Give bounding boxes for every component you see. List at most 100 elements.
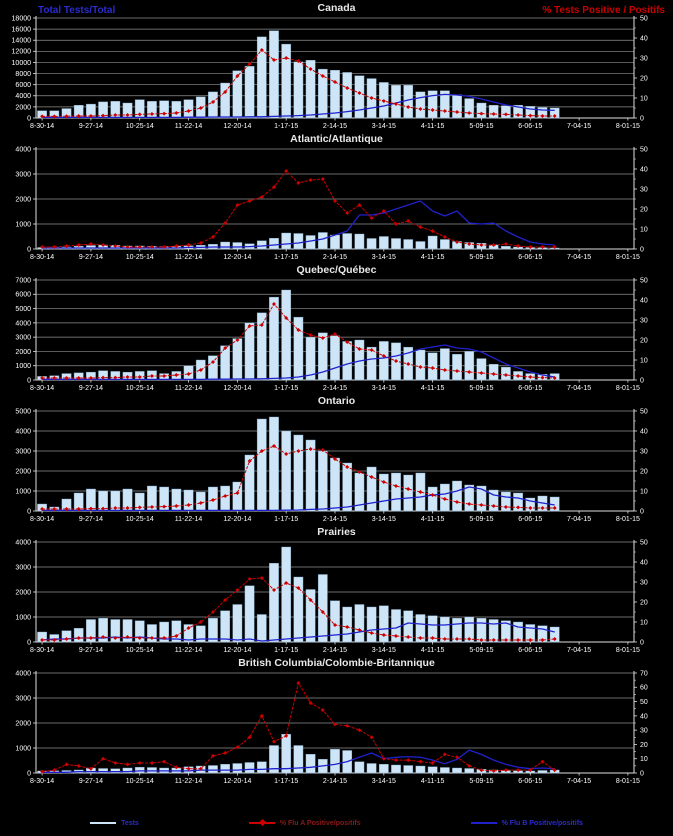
svg-text:50: 50 bbox=[640, 277, 648, 284]
svg-text:8-30-14: 8-30-14 bbox=[30, 385, 54, 392]
svg-text:3-14-15: 3-14-15 bbox=[372, 647, 396, 654]
legend-label-flu-b: % Flu B Positive/positifs bbox=[501, 819, 583, 827]
tests-bar-swatch-icon bbox=[90, 822, 117, 824]
svg-text:11-22-14: 11-22-14 bbox=[175, 385, 203, 392]
svg-text:20: 20 bbox=[640, 599, 648, 606]
svg-text:10: 10 bbox=[640, 226, 648, 233]
panel-title-atlantic: Atlantic/Atlantique bbox=[290, 133, 383, 145]
panel-title-quebec: Quebec/Québec bbox=[296, 264, 377, 276]
svg-text:12-20-14: 12-20-14 bbox=[223, 778, 251, 785]
svg-text:8000: 8000 bbox=[15, 71, 31, 78]
svg-text:0: 0 bbox=[640, 770, 644, 777]
svg-text:20: 20 bbox=[640, 75, 648, 82]
panel-atlantic: Atlantic/Atlantique 0 1000 2000 3000 4000 0 10… bbox=[0, 133, 673, 264]
svg-text:3-14-15: 3-14-15 bbox=[372, 123, 396, 130]
svg-text:4000: 4000 bbox=[15, 93, 31, 100]
svg-text:60: 60 bbox=[640, 685, 648, 692]
svg-text:7-04-15: 7-04-15 bbox=[567, 385, 591, 392]
legend-label-tests: Tests bbox=[121, 819, 139, 827]
svg-text:10: 10 bbox=[640, 357, 648, 364]
svg-text:10-25-14: 10-25-14 bbox=[126, 778, 154, 785]
svg-text:3-14-15: 3-14-15 bbox=[372, 516, 396, 523]
svg-text:2-14-15: 2-14-15 bbox=[323, 516, 347, 523]
svg-text:11-22-14: 11-22-14 bbox=[175, 123, 203, 130]
svg-text:2000: 2000 bbox=[15, 104, 31, 111]
svg-text:40: 40 bbox=[640, 713, 648, 720]
svg-text:2000: 2000 bbox=[15, 720, 31, 727]
svg-text:10-25-14: 10-25-14 bbox=[126, 516, 154, 523]
svg-text:4000: 4000 bbox=[15, 320, 31, 327]
svg-text:20: 20 bbox=[640, 337, 648, 344]
left-axis-series-label: Total Tests/Total bbox=[38, 5, 116, 16]
svg-text:5-09-15: 5-09-15 bbox=[469, 385, 493, 392]
svg-text:2-14-15: 2-14-15 bbox=[323, 123, 347, 130]
svg-text:2000: 2000 bbox=[15, 589, 31, 596]
panel-ontario: Ontario 0 1000 2000 3000 4000 5000 0 10 20 30 40 50… bbox=[0, 395, 673, 526]
flu-a-line-swatch-icon bbox=[248, 818, 275, 827]
svg-text:40: 40 bbox=[640, 35, 648, 42]
svg-text:50: 50 bbox=[640, 408, 648, 415]
svg-text:1000: 1000 bbox=[15, 488, 31, 495]
plot-prairies: 0 1000 2000 3000 4000 0 10 20 30 40 50 8-30-14 9-27-… bbox=[15, 539, 648, 654]
svg-text:5-09-15: 5-09-15 bbox=[469, 647, 493, 654]
svg-text:3-14-15: 3-14-15 bbox=[372, 778, 396, 785]
svg-text:30: 30 bbox=[640, 186, 648, 193]
svg-text:6-06-15: 6-06-15 bbox=[518, 516, 542, 523]
svg-text:5-09-15: 5-09-15 bbox=[469, 254, 493, 261]
svg-text:9-27-14: 9-27-14 bbox=[79, 254, 103, 261]
plot-ontario: 0 1000 2000 3000 4000 5000 0 10 20 30 40 50 8-30-14 9… bbox=[15, 408, 648, 523]
svg-text:8-01-15: 8-01-15 bbox=[616, 254, 640, 261]
panel-title-canada: Canada bbox=[317, 2, 356, 14]
svg-text:6-06-15: 6-06-15 bbox=[518, 254, 542, 261]
svg-text:0: 0 bbox=[640, 639, 644, 646]
svg-text:7-04-15: 7-04-15 bbox=[567, 123, 591, 130]
panel-british-columbia: British Columbia/Colombie-Britannique 0 1… bbox=[0, 657, 673, 788]
svg-text:1-17-15: 1-17-15 bbox=[274, 123, 298, 130]
svg-text:0: 0 bbox=[640, 246, 644, 253]
svg-text:4-11-15: 4-11-15 bbox=[421, 254, 445, 261]
svg-text:11-22-14: 11-22-14 bbox=[175, 516, 203, 523]
svg-text:7-04-15: 7-04-15 bbox=[567, 254, 591, 261]
svg-text:10-25-14: 10-25-14 bbox=[126, 385, 154, 392]
svg-text:7-04-15: 7-04-15 bbox=[567, 516, 591, 523]
plot-canada: 0 2000 4000 6000 8000 10000 12000 14000 16000 180… bbox=[12, 15, 648, 130]
svg-text:2-14-15: 2-14-15 bbox=[323, 647, 347, 654]
svg-text:30: 30 bbox=[640, 728, 648, 735]
svg-text:30: 30 bbox=[640, 579, 648, 586]
svg-text:3000: 3000 bbox=[15, 695, 31, 702]
panel-prairies: Prairies 0 1000 2000 3000 4000 0 10 20 30 40 50 8-3… bbox=[0, 526, 673, 657]
svg-text:10: 10 bbox=[640, 488, 648, 495]
panel-title-prairies: Prairies bbox=[317, 526, 356, 538]
svg-text:10: 10 bbox=[640, 95, 648, 102]
svg-text:30: 30 bbox=[640, 317, 648, 324]
svg-text:5000: 5000 bbox=[15, 408, 31, 415]
svg-text:1000: 1000 bbox=[15, 363, 31, 370]
svg-text:8-30-14: 8-30-14 bbox=[30, 778, 54, 785]
svg-text:4-11-15: 4-11-15 bbox=[421, 385, 445, 392]
svg-text:50: 50 bbox=[640, 539, 648, 546]
svg-text:4-11-15: 4-11-15 bbox=[421, 123, 445, 130]
svg-text:20: 20 bbox=[640, 206, 648, 213]
svg-text:6-06-15: 6-06-15 bbox=[518, 385, 542, 392]
svg-text:9-27-14: 9-27-14 bbox=[79, 385, 103, 392]
svg-text:3000: 3000 bbox=[15, 448, 31, 455]
plot-british-columbia: 0 1000 2000 3000 4000 0 10 20 30 40 50 60 70 8-30-14 9… bbox=[15, 670, 648, 785]
svg-text:1-17-15: 1-17-15 bbox=[274, 385, 298, 392]
svg-text:5-09-15: 5-09-15 bbox=[469, 516, 493, 523]
svg-text:50: 50 bbox=[640, 146, 648, 153]
flu-b-line-swatch-icon bbox=[470, 822, 497, 824]
svg-text:0: 0 bbox=[640, 115, 644, 122]
svg-text:1-17-15: 1-17-15 bbox=[274, 778, 298, 785]
panel-title-british-columbia: British Columbia/Colombie-Britannique bbox=[238, 657, 435, 669]
svg-text:10: 10 bbox=[640, 756, 648, 763]
svg-text:6-06-15: 6-06-15 bbox=[518, 647, 542, 654]
svg-text:70: 70 bbox=[640, 670, 648, 677]
panel-canada: Canada 0 2000 4000 6000 8000 10000 12000 14000 1… bbox=[0, 2, 673, 133]
svg-text:16000: 16000 bbox=[12, 27, 32, 34]
svg-text:30: 30 bbox=[640, 55, 648, 62]
svg-text:11-22-14: 11-22-14 bbox=[175, 647, 203, 654]
svg-text:6000: 6000 bbox=[15, 292, 31, 299]
svg-text:10-25-14: 10-25-14 bbox=[126, 647, 154, 654]
svg-text:11-22-14: 11-22-14 bbox=[175, 778, 203, 785]
svg-text:8-01-15: 8-01-15 bbox=[616, 123, 640, 130]
